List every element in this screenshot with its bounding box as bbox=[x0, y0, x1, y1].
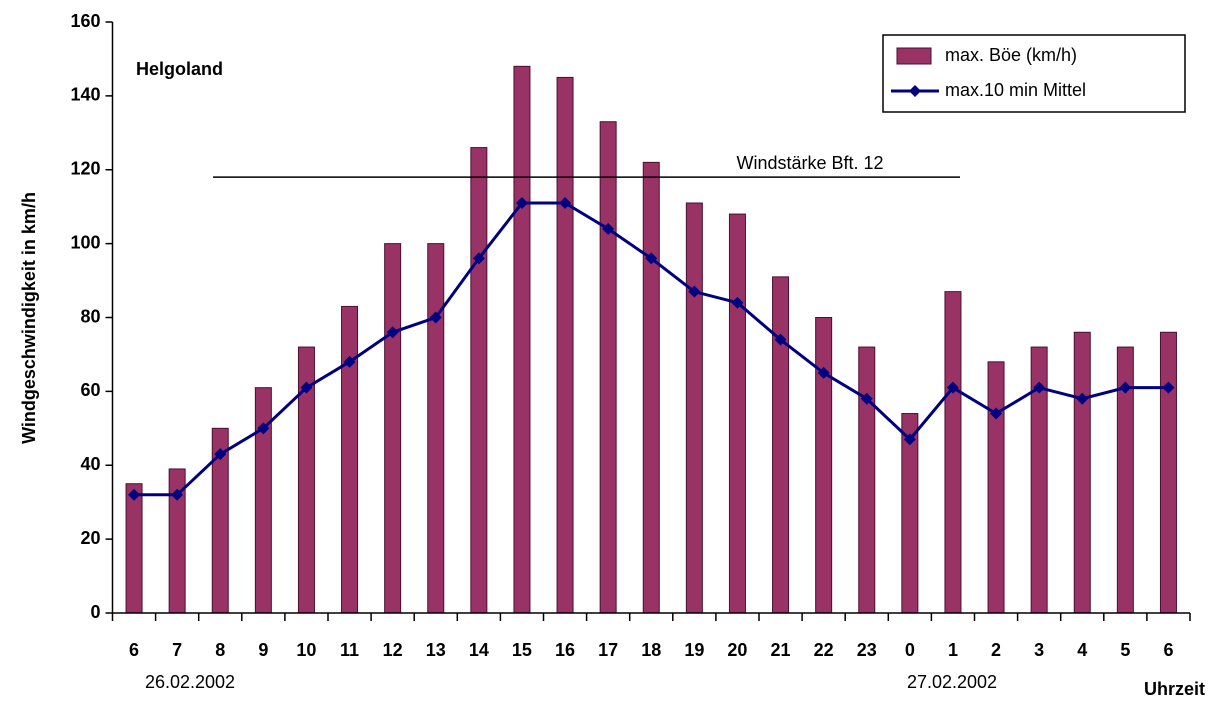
x-tick-label: 15 bbox=[512, 640, 532, 660]
marker bbox=[990, 407, 1003, 420]
bar bbox=[858, 346, 876, 614]
marker bbox=[1162, 381, 1175, 394]
marker bbox=[559, 196, 572, 209]
x-tick-label: 21 bbox=[771, 640, 791, 660]
location-label: Helgoland bbox=[136, 59, 223, 79]
y-tick-label: 120 bbox=[70, 159, 100, 179]
x-tick-label: 17 bbox=[598, 640, 618, 660]
y-tick-label: 160 bbox=[70, 11, 100, 31]
x-tick-label: 5 bbox=[1120, 640, 1130, 660]
marker bbox=[1076, 392, 1089, 405]
x-tick-label: 8 bbox=[215, 640, 225, 660]
x-tick-label: 9 bbox=[258, 640, 268, 660]
x-tick-label: 1 bbox=[948, 640, 958, 660]
marker bbox=[300, 381, 313, 394]
marker bbox=[602, 222, 615, 235]
x-tick-label: 3 bbox=[1034, 640, 1044, 660]
marker bbox=[774, 333, 787, 346]
marker bbox=[731, 296, 744, 309]
marker bbox=[171, 488, 184, 501]
x-tick-label: 6 bbox=[129, 640, 139, 660]
x-axis-label: Uhrzeit bbox=[1144, 679, 1205, 699]
marker bbox=[817, 366, 830, 379]
x-tick-label: 12 bbox=[383, 640, 403, 660]
reference-label: Windstärke Bft. 12 bbox=[736, 153, 883, 173]
y-tick-label: 80 bbox=[80, 306, 100, 326]
bar bbox=[427, 243, 445, 614]
bar bbox=[599, 121, 617, 614]
x-tick-label: 23 bbox=[857, 640, 877, 660]
x-tick-label: 13 bbox=[426, 640, 446, 660]
bar bbox=[685, 202, 703, 614]
x-tick-label: 0 bbox=[905, 640, 915, 660]
y-tick-label: 60 bbox=[80, 380, 100, 400]
marker bbox=[515, 196, 528, 209]
y-tick-label: 20 bbox=[80, 528, 100, 548]
x-tick-label: 6 bbox=[1163, 640, 1173, 660]
marker bbox=[386, 326, 399, 339]
marker bbox=[343, 355, 356, 368]
x-tick-label: 19 bbox=[684, 640, 704, 660]
bar bbox=[556, 76, 574, 614]
legend-label: max. Böe (km/h) bbox=[945, 45, 1077, 65]
date-start: 26.02.2002 bbox=[145, 672, 235, 692]
marker bbox=[1119, 381, 1132, 394]
marker bbox=[214, 448, 227, 461]
bar bbox=[987, 361, 1005, 614]
x-tick-label: 16 bbox=[555, 640, 575, 660]
x-tick-label: 7 bbox=[172, 640, 182, 660]
marker bbox=[903, 433, 916, 446]
legend-label: max.10 min Mittel bbox=[945, 80, 1086, 100]
bar bbox=[341, 305, 359, 614]
x-tick-label: 4 bbox=[1077, 640, 1087, 660]
x-tick-label: 14 bbox=[469, 640, 489, 660]
bar bbox=[944, 291, 962, 614]
bar bbox=[470, 147, 488, 614]
marker bbox=[128, 488, 141, 501]
legend-swatch bbox=[896, 47, 932, 65]
date-end: 27.02.2002 bbox=[907, 672, 997, 692]
legend-marker bbox=[909, 85, 921, 97]
marker bbox=[429, 311, 442, 324]
x-tick-label: 18 bbox=[641, 640, 661, 660]
x-tick-label: 2 bbox=[991, 640, 1001, 660]
bar bbox=[642, 161, 660, 614]
bar bbox=[513, 65, 531, 614]
marker bbox=[257, 422, 270, 435]
bar bbox=[772, 276, 790, 614]
marker bbox=[472, 252, 485, 265]
y-tick-label: 40 bbox=[80, 454, 100, 474]
bar bbox=[815, 317, 833, 614]
bar bbox=[384, 243, 402, 614]
x-tick-label: 10 bbox=[296, 640, 316, 660]
x-tick-label: 22 bbox=[814, 640, 834, 660]
x-tick-label: 20 bbox=[727, 640, 747, 660]
y-tick-label: 140 bbox=[70, 85, 100, 105]
x-tick-label: 11 bbox=[340, 640, 359, 660]
bar bbox=[728, 213, 746, 614]
marker bbox=[688, 285, 701, 298]
bar bbox=[125, 483, 143, 614]
y-tick-label: 100 bbox=[70, 232, 100, 252]
marker bbox=[1033, 381, 1046, 394]
bar bbox=[1073, 331, 1091, 614]
marker bbox=[645, 252, 658, 265]
y-axis-label: Windgeschwindigkeit in km/h bbox=[19, 192, 39, 444]
bar bbox=[1159, 331, 1177, 614]
legend-box bbox=[882, 34, 1186, 113]
marker bbox=[860, 392, 873, 405]
y-tick-label: 0 bbox=[90, 602, 100, 622]
marker bbox=[946, 381, 959, 394]
